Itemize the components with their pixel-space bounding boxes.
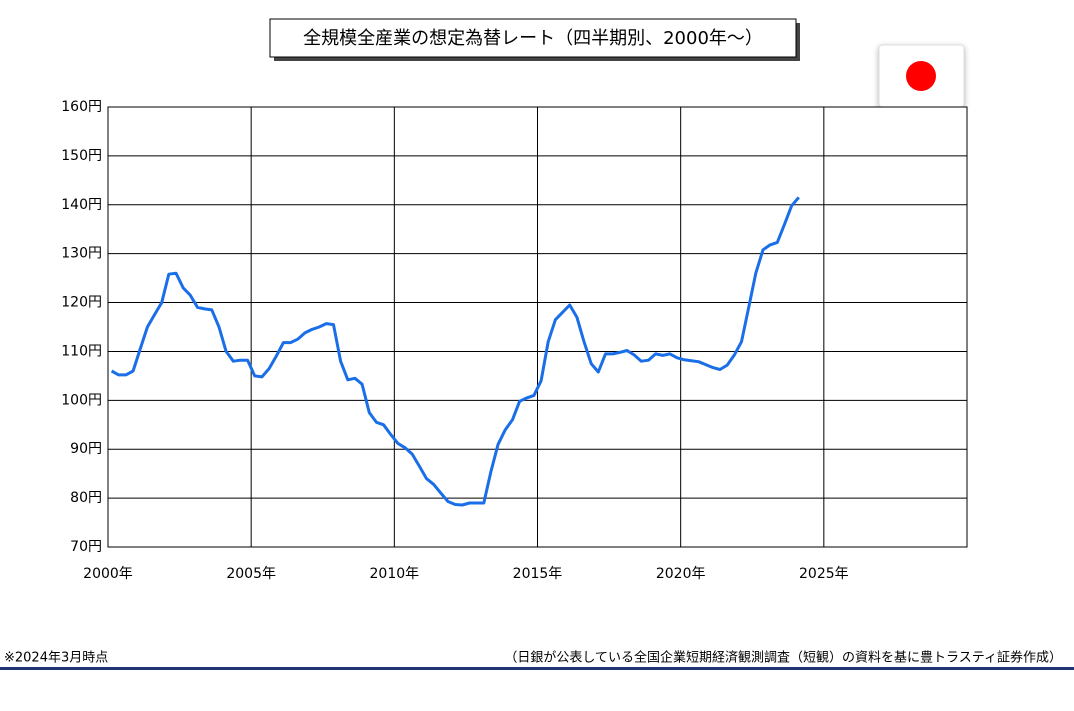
y-tick-label: 80円	[70, 490, 102, 506]
y-tick-label: 110円	[61, 343, 102, 359]
x-tick-label: 2020年	[656, 566, 706, 582]
chart-title: 全規模全産業の想定為替レート（四半期別、2000年～）	[303, 28, 763, 49]
x-tick-label: 2015年	[513, 566, 563, 582]
data-line	[110, 196, 800, 507]
x-tick-label: 2000年	[83, 566, 133, 582]
footnote: ※2024年3月時点	[4, 651, 108, 666]
y-tick-label: 160円	[61, 99, 102, 115]
x-tick-label: 2010年	[370, 566, 420, 582]
flag-circle	[906, 61, 936, 91]
y-tick-label: 140円	[61, 197, 102, 213]
y-tick-label: 150円	[61, 148, 102, 164]
x-tick-label: 2025年	[799, 566, 849, 582]
y-tick-label: 120円	[61, 295, 102, 311]
footer-rule	[0, 667, 1074, 670]
title-box	[269, 18, 797, 58]
y-tick-label: 90円	[70, 441, 102, 457]
y-tick-label: 100円	[61, 392, 102, 408]
x-tick-label: 2005年	[226, 566, 276, 582]
y-tick-label: 70円	[70, 539, 102, 555]
source-note: （日銀が公表している全国企業短期経済観測調査（短観）の資料を基に豊トラスティ証券…	[504, 650, 1062, 666]
y-tick-label: 130円	[61, 246, 102, 262]
